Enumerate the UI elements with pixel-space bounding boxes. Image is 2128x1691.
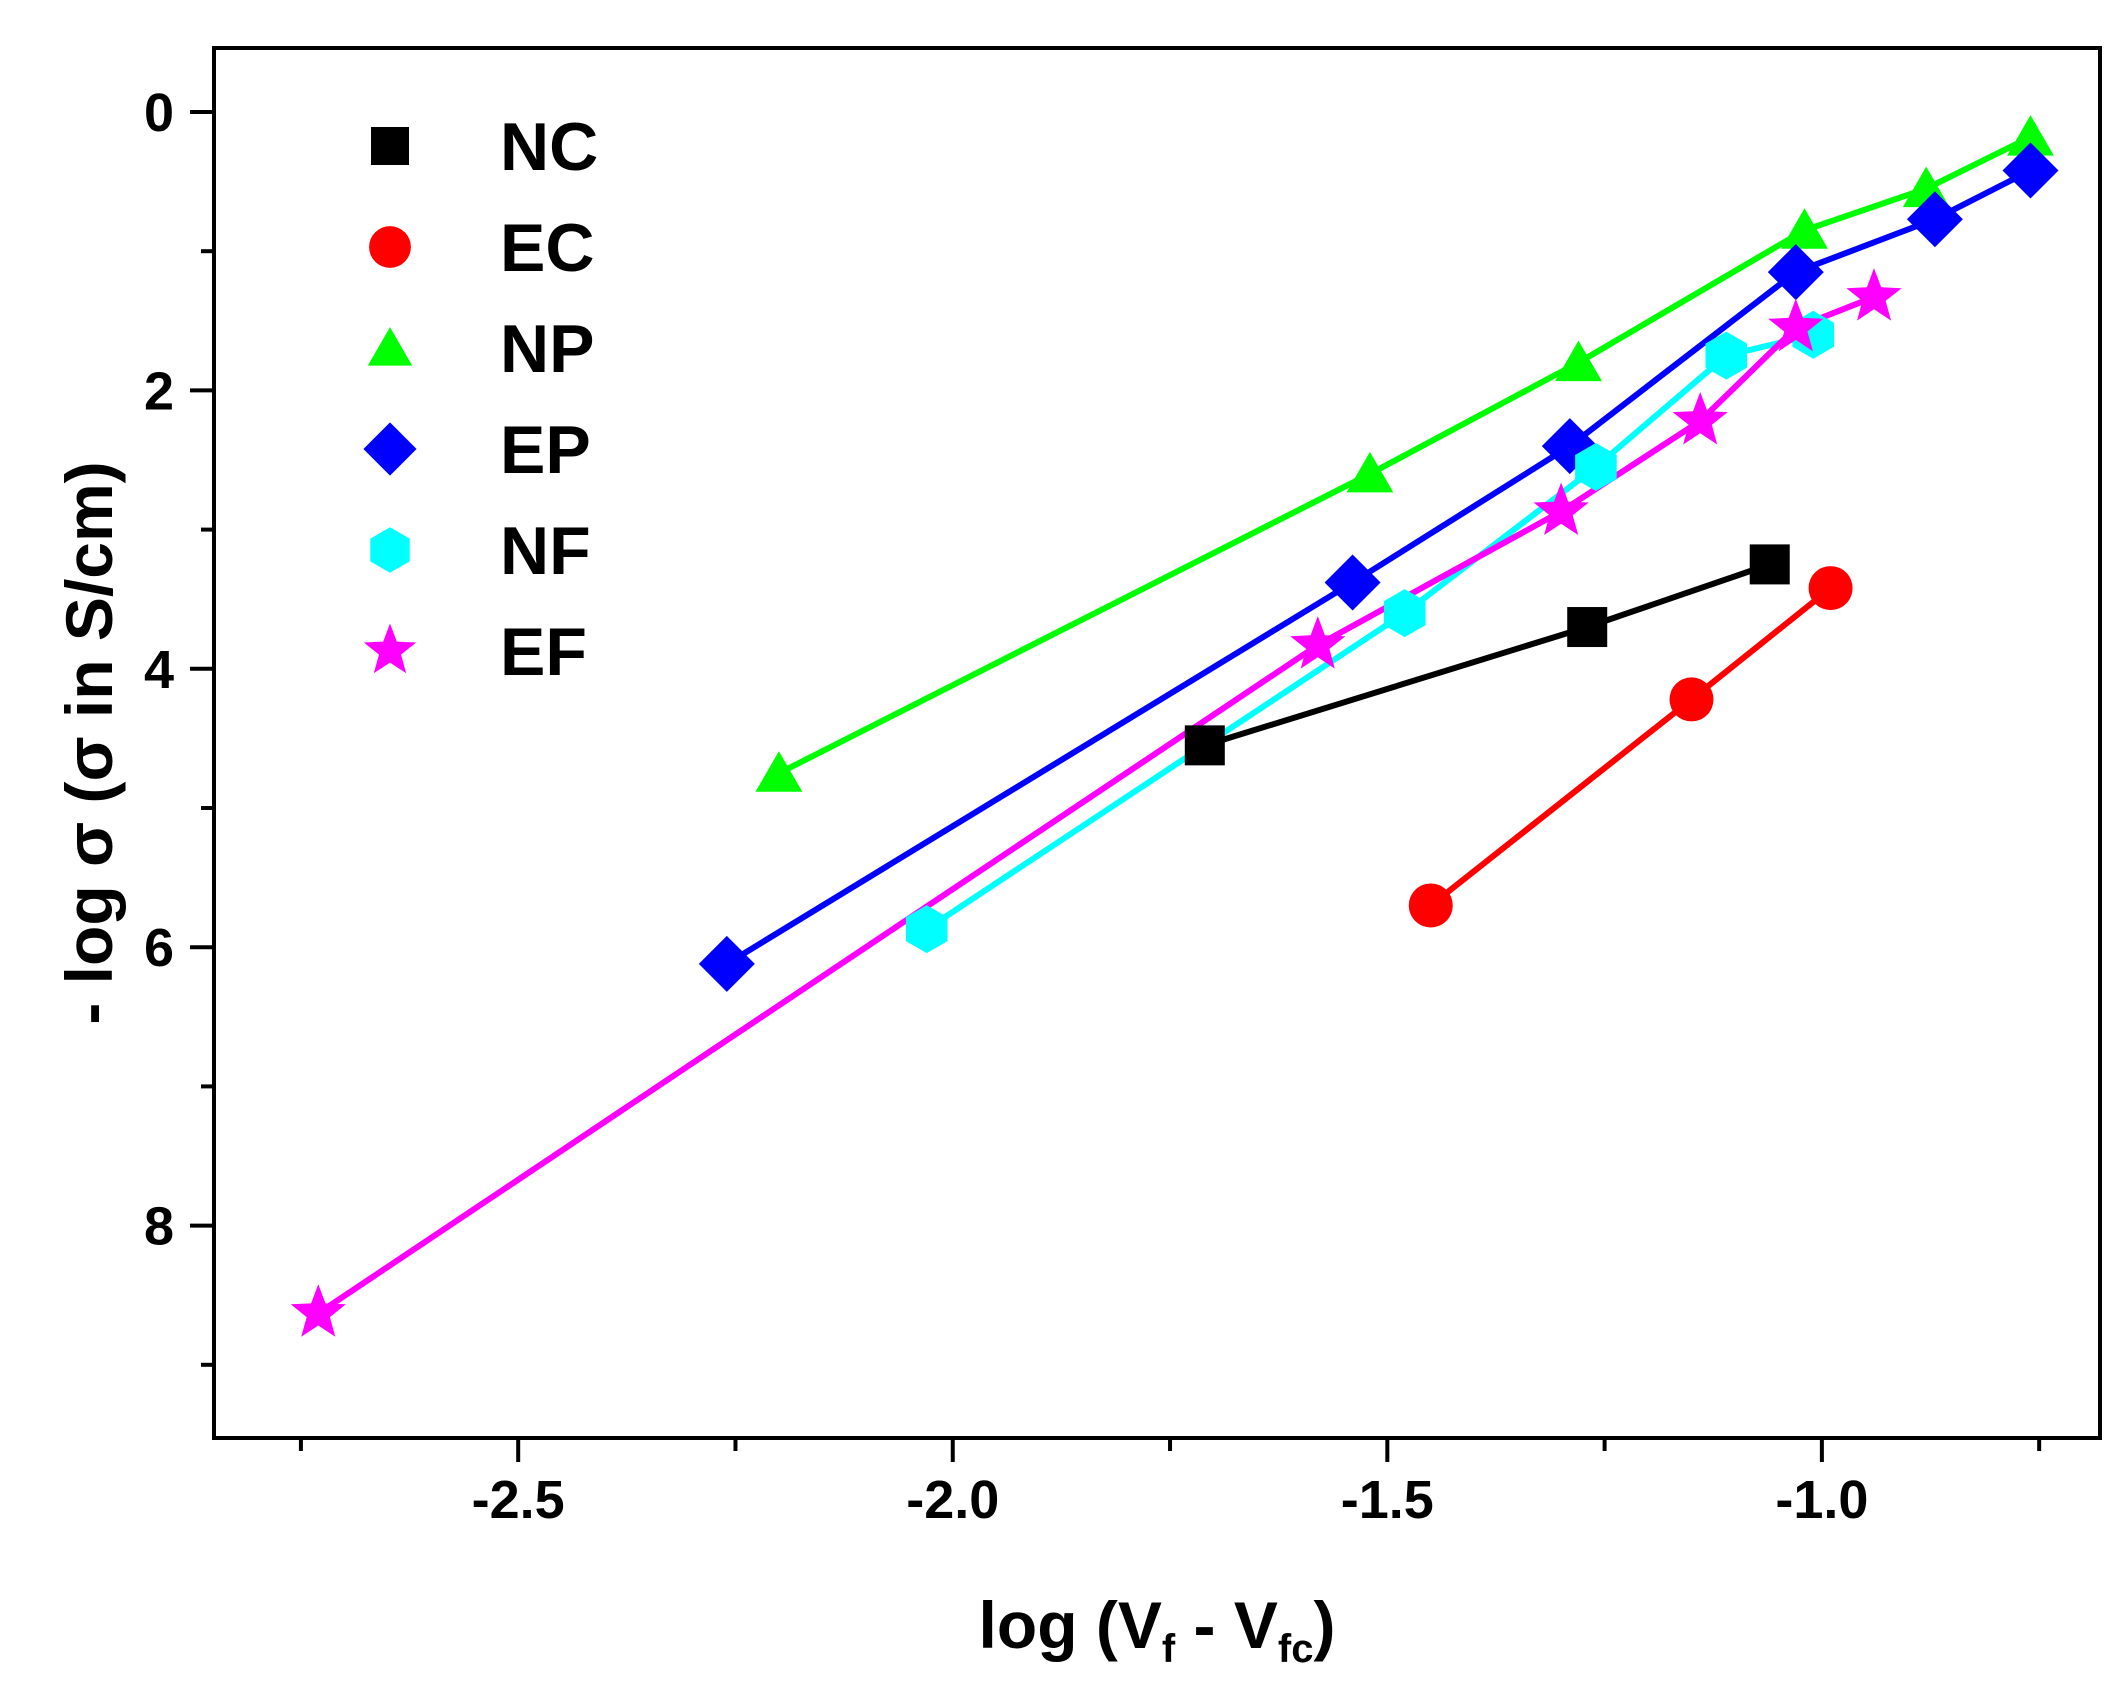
legend-marker-ec bbox=[369, 226, 411, 268]
data-point-np bbox=[2007, 115, 2054, 156]
series-markers bbox=[290, 115, 2059, 1337]
legend-label-ef: EF bbox=[500, 614, 587, 690]
data-point-nf bbox=[1705, 331, 1748, 380]
axis-ticks: -2.5 -2.0 -1.5 -1.0 0 2 4 6 8 bbox=[144, 83, 2042, 1530]
legend: NC EC NP EP NF EF bbox=[363, 109, 598, 690]
data-point-nc bbox=[1184, 725, 1225, 766]
data-point-ef bbox=[1846, 268, 1902, 321]
data-point-ef bbox=[1768, 298, 1824, 352]
data-point-ep bbox=[2002, 142, 2059, 199]
data-point-ef bbox=[290, 1284, 346, 1337]
data-point-ef bbox=[1290, 616, 1346, 669]
y-tick-label: 4 bbox=[144, 640, 174, 700]
x-tick-label: -1.5 bbox=[1341, 1470, 1434, 1530]
y-tick-label: 6 bbox=[144, 918, 174, 978]
data-point-ec bbox=[1808, 566, 1853, 611]
legend-label-ep: EP bbox=[500, 412, 591, 488]
y-axis-title: - log σ (σ in S/cm) bbox=[52, 461, 126, 1024]
legend-label-nc: NC bbox=[500, 109, 598, 185]
data-point-ep bbox=[698, 935, 755, 992]
legend-label-ec: EC bbox=[500, 210, 594, 286]
x-tick-label: -1.0 bbox=[1775, 1470, 1868, 1530]
data-point-np bbox=[1346, 451, 1394, 493]
legend-marker-nc bbox=[371, 127, 409, 165]
data-point-nf bbox=[905, 905, 948, 954]
x-tick-label: -2.5 bbox=[472, 1470, 565, 1530]
legend-label-np: NP bbox=[500, 311, 594, 387]
series-line-ec bbox=[1428, 585, 1833, 908]
plot-frame bbox=[212, 46, 2102, 1440]
data-point-nc bbox=[1567, 607, 1608, 648]
data-point-ef bbox=[1533, 482, 1589, 535]
data-point-nc bbox=[1749, 544, 1790, 585]
x-tick-label: -2.0 bbox=[906, 1470, 999, 1530]
data-point-np bbox=[1555, 340, 1602, 382]
y-tick-label: 0 bbox=[144, 83, 174, 143]
y-tick-label: 8 bbox=[144, 1197, 174, 1257]
data-point-ep bbox=[1324, 554, 1381, 611]
legend-marker-ef bbox=[363, 623, 417, 674]
data-point-ep bbox=[1767, 244, 1824, 301]
legend-label-nf: NF bbox=[500, 513, 591, 589]
data-point-ep bbox=[1906, 191, 1963, 248]
data-point-ec bbox=[1408, 883, 1453, 928]
legend-marker-ep bbox=[363, 422, 417, 476]
data-point-nf bbox=[1575, 443, 1617, 491]
series-line-np bbox=[777, 134, 2032, 776]
data-point-np bbox=[755, 751, 803, 792]
data-point-nf bbox=[1383, 589, 1426, 638]
y-tick-label: 2 bbox=[144, 361, 174, 421]
data-point-ef bbox=[1672, 392, 1728, 445]
x-axis-title: log (Vf - Vfc) bbox=[979, 1588, 1336, 1671]
legend-marker-nf bbox=[370, 527, 410, 573]
data-point-np bbox=[1781, 208, 1828, 249]
legend-marker-np bbox=[367, 327, 413, 366]
data-point-ec bbox=[1669, 677, 1714, 722]
